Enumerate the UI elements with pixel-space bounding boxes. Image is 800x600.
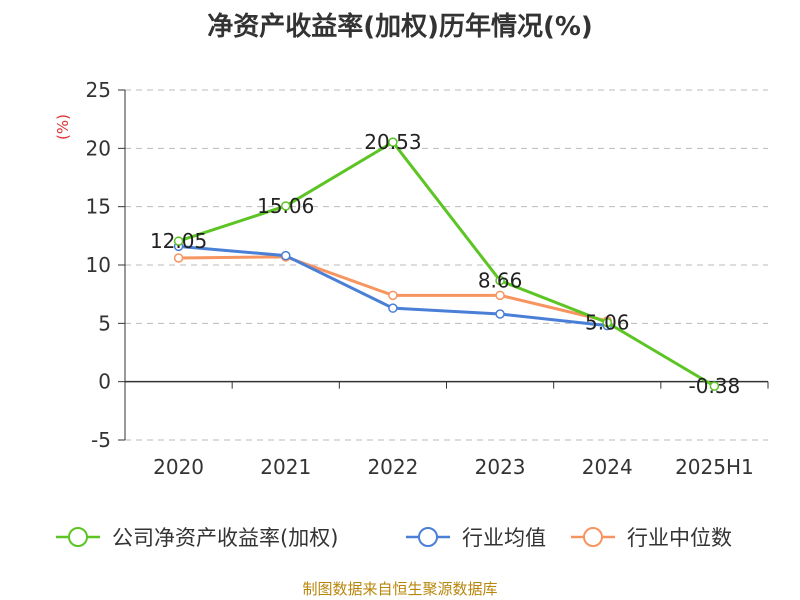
legend[interactable]: 公司净资产收益率(加权) 行业均值 行业中位数 — [56, 526, 732, 550]
data-point[interactable] — [173, 253, 184, 263]
chart-title: 净资产收益率(加权)历年情况(%) — [207, 12, 593, 42]
y-tick-label: 25 — [86, 78, 111, 102]
y-tick-label: -5 — [91, 428, 111, 452]
data-point[interactable] — [281, 250, 291, 261]
legend-label: 行业均值 — [462, 526, 546, 550]
data-point[interactable] — [495, 309, 505, 319]
data-label: 5.06 — [585, 311, 630, 335]
legend-marker — [418, 527, 438, 547]
data-label: -0.38 — [689, 374, 741, 398]
data-label: 12.05 — [150, 229, 207, 253]
y-axis-unit-label: (%) — [54, 114, 72, 140]
legend-label: 行业中位数 — [627, 526, 732, 550]
y-tick-label: 15 — [86, 195, 111, 219]
y-tick-label: 20 — [86, 136, 111, 160]
data-point[interactable] — [495, 275, 505, 286]
data-label: 15.06 — [257, 194, 314, 218]
legend-item-1[interactable]: 行业均值 — [406, 526, 546, 550]
y-tick-label: 5 — [98, 311, 111, 335]
series-lines — [173, 137, 720, 391]
data-label: 8.66 — [478, 269, 523, 293]
data-source-note: 制图数据来自恒生聚源数据库 — [302, 580, 498, 598]
data-point[interactable] — [173, 236, 184, 246]
series-line-0 — [178, 140, 716, 388]
x-tick-label: 2020 — [153, 455, 204, 479]
data-labels: 12.05 15.06 20.53 8.66 5.06 -0.38 — [150, 130, 740, 398]
data-point[interactable] — [709, 381, 720, 391]
data-point[interactable] — [495, 290, 505, 301]
y-tick-label: 10 — [86, 253, 111, 277]
data-point[interactable] — [388, 303, 398, 313]
x-tick-label: 2025H1 — [675, 455, 754, 479]
data-point[interactable] — [388, 137, 398, 147]
data-point[interactable] — [602, 317, 612, 328]
data-label: 20.53 — [364, 130, 421, 154]
legend-item-2[interactable]: 行业中位数 — [571, 526, 732, 550]
axes: -5 0 5 10 15 20 25 2020 2021 2022 2023 2024 2025H1 (%… — [54, 78, 769, 479]
legend-marker — [68, 527, 88, 547]
legend-label: 公司净资产收益率(加权) — [112, 526, 338, 550]
y-tick-label: 0 — [98, 370, 111, 394]
x-tick-label: 2022 — [367, 455, 418, 479]
grid-lines — [125, 89, 768, 441]
data-point[interactable] — [281, 201, 291, 211]
x-tick-label: 2024 — [582, 455, 633, 479]
x-tick-label: 2023 — [475, 455, 526, 479]
x-tick-label: 2021 — [260, 455, 311, 479]
data-point[interactable] — [388, 290, 398, 301]
legend-marker — [583, 527, 603, 547]
legend-item-0[interactable]: 公司净资产收益率(加权) — [56, 526, 338, 550]
